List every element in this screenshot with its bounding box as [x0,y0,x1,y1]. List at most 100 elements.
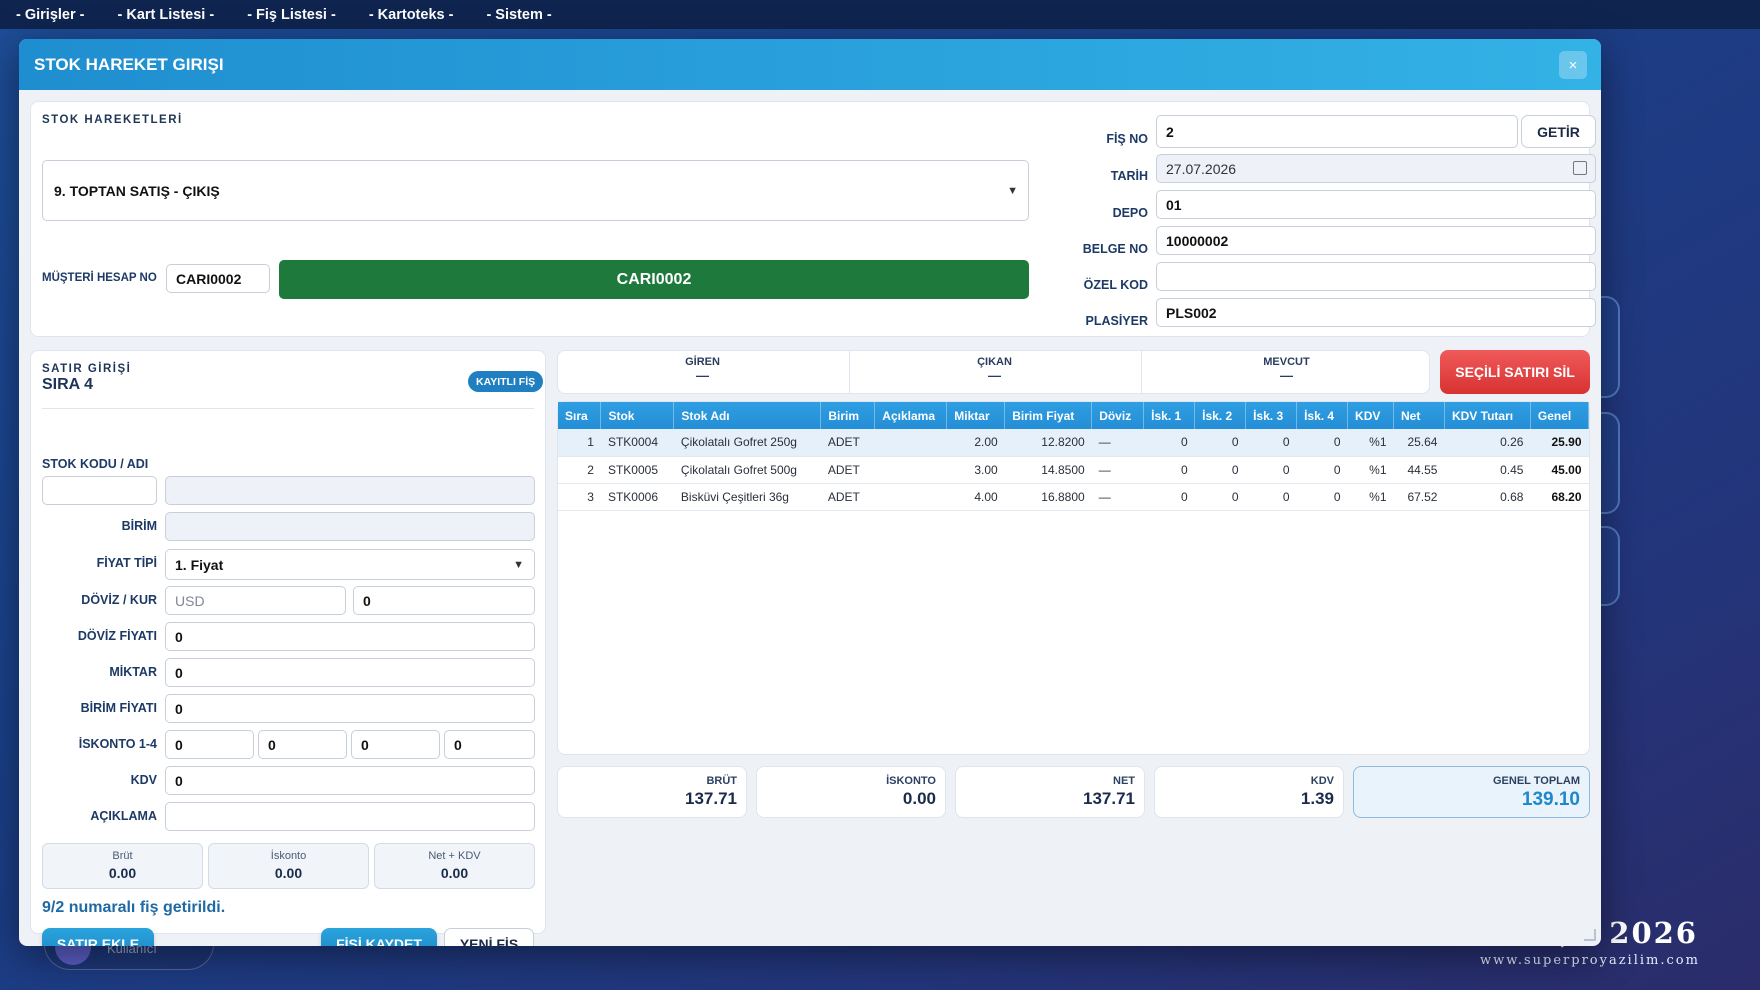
cell-isk3: 0 [1245,483,1297,511]
cell-kdv: %1 [1347,429,1394,457]
col-header-miktar[interactable]: Miktar [946,402,1006,429]
cell-aciklama [874,483,947,511]
cell-kdv-tutari: 0.68 [1444,483,1531,511]
section-title: STOK HAREKETLERİ [42,114,183,126]
menu-kart-listesi[interactable]: - Kart Listesi - [117,6,215,23]
description-label: AÇIKLAMA [90,809,157,823]
stock-code-input[interactable] [42,476,157,505]
summary-grand-label: GENEL TOPLAM [1493,775,1580,787]
delete-selected-row-button[interactable]: SEÇİLİ SATIRI SİL [1440,350,1590,394]
stock-movement-modal: STOK HAREKET GIRIŞI × STOK HAREKETLERİ 9… [19,39,1601,946]
col-header-kdv-tutari[interactable]: KDV Tutarı [1444,402,1531,429]
price-type-select[interactable]: 1. Fiyat ▼ [165,549,535,580]
menu-girisler[interactable]: - Girişler - [16,6,85,23]
table-row[interactable]: 3 STK0006 Bisküvi Çeşitleri 36g ADET 4.00 16.… [558,483,1589,511]
getir-button[interactable]: GETİR [1521,115,1596,148]
menu-fis-listesi[interactable]: - Fiş Listesi - [247,6,336,23]
col-header-isk3[interactable]: İsk. 3 [1245,402,1298,429]
menu-sistem[interactable]: - Sistem - [486,6,552,23]
discount-1-input[interactable]: 0 [165,730,254,759]
col-header-isk4[interactable]: İsk. 4 [1296,402,1349,429]
kdv-input[interactable]: 0 [165,766,535,795]
cell-net: 44.55 [1393,456,1445,484]
cikan-label: ÇIKAN [977,356,1012,368]
depo-input[interactable]: 01 [1156,190,1596,219]
brut-label: Brüt [112,850,133,862]
mevcut-label: MEVCUT [1263,356,1310,368]
col-header-birim-fiyat[interactable]: Birim Fiyat [1004,402,1093,429]
quantity-input[interactable]: 0 [165,658,535,687]
movement-type-value: 9. TOPTAN SATIŞ - ÇIKIŞ [54,182,220,199]
movement-type-select[interactable]: 9. TOPTAN SATIŞ - ÇIKIŞ ▼ [42,160,1029,221]
col-header-isk1[interactable]: İsk. 1 [1143,402,1196,429]
discount-4-input[interactable]: 0 [444,730,535,759]
description-input[interactable] [165,802,535,831]
currency-input[interactable]: USD [165,586,346,615]
col-header-aciklama[interactable]: Açıklama [874,402,948,429]
stock-stats-panel [557,350,1430,394]
cell-kdv: %1 [1347,456,1394,484]
cell-isk1: 0 [1143,483,1195,511]
cell-net: 25.64 [1393,429,1445,457]
plasiyer-input[interactable]: PLS002 [1156,298,1596,327]
ozel-kod-label: ÖZEL KOD [1083,278,1148,292]
cell-miktar: 4.00 [946,483,1005,511]
unit-price-input[interactable]: 0 [165,694,535,723]
add-row-button[interactable]: SATIR EKLE [42,928,154,946]
col-header-birim[interactable]: Birim [820,402,876,429]
table-header-row: Sıra Stok Stok Adı Birim Açıklama Miktar… [558,402,1590,429]
summary-net-label: NET [1113,775,1135,787]
fx-price-input[interactable]: 0 [165,622,535,651]
cell-isk2: 0 [1194,456,1246,484]
ozel-kod-input[interactable] [1156,262,1596,291]
col-header-stok[interactable]: Stok [600,402,675,429]
summary-kdv-label: KDV [1310,775,1334,787]
summary-iskonto-label: İSKONTO [886,775,936,787]
discount-2-input[interactable]: 0 [258,730,347,759]
col-header-genel[interactable]: Genel [1530,402,1590,429]
stock-name-input[interactable] [165,476,535,505]
new-receipt-button[interactable]: YENİ FİŞ [444,928,534,946]
line-items-grid: Sıra Stok Stok Adı Birim Açıklama Miktar… [557,401,1590,755]
net-kdv-box: Net + KDV 0.00 [374,843,535,889]
cell-sira: 1 [558,429,601,457]
table-row[interactable]: 2 STK0005 Çikolatalı Gofret 500g ADET 3.00 14… [558,456,1589,484]
table-row[interactable]: 1 STK0004 Çikolatalı Gofret 250g ADET 2.00 12… [558,429,1589,457]
cell-stok: STK0004 [600,429,674,457]
col-header-doviz[interactable]: Döviz [1091,402,1145,429]
summary-iskonto: İSKONTO 0.00 [756,766,946,818]
customer-name-banner: CARI0002 [279,260,1029,299]
discount-3-input[interactable]: 0 [351,730,440,759]
cell-genel: 45.00 [1530,456,1589,484]
cell-sira: 3 [558,483,601,511]
cell-isk2: 0 [1194,483,1246,511]
col-header-kdv[interactable]: KDV [1347,402,1394,429]
modal-header: STOK HAREKET GIRIŞI × [19,39,1601,90]
col-header-isk2[interactable]: İsk. 2 [1194,402,1247,429]
col-header-sira[interactable]: Sıra [558,402,602,429]
fis-no-input[interactable]: 2 [1156,115,1518,148]
calendar-icon[interactable] [1573,161,1587,175]
stock-code-label: STOK KODU / ADI [42,457,149,471]
close-button[interactable]: × [1559,51,1587,79]
fx-price-label: DÖVİZ FİYATI [77,629,157,643]
customer-label: MÜŞTERİ HESAP NO [42,272,157,284]
belge-no-input[interactable]: 10000002 [1156,226,1596,255]
cell-birim-fiyat: 12.8200 [1004,429,1092,457]
chevron-down-icon: ▼ [513,558,524,571]
cell-doviz: — [1091,456,1144,484]
cell-stok-adi: Bisküvi Çeşitleri 36g [673,483,821,511]
price-type-value: 1. Fiyat [175,556,224,573]
resize-handle[interactable] [1584,929,1596,941]
menu-kartoteks[interactable]: - Kartoteks - [368,6,454,23]
col-header-stok-adi[interactable]: Stok Adı [673,402,822,429]
kdv-label: KDV [130,773,157,787]
save-receipt-button[interactable]: FİŞİ KAYDET [321,928,437,946]
cell-stok-adi: Çikolatalı Gofret 250g [673,429,821,457]
customer-account-input[interactable]: CARI0002 [166,264,270,293]
col-header-net[interactable]: Net [1393,402,1445,429]
birim-input[interactable] [165,512,535,541]
cell-isk1: 0 [1143,456,1195,484]
rate-input[interactable]: 0 [353,586,535,615]
tarih-input[interactable]: 27.07.2026 [1156,154,1596,183]
